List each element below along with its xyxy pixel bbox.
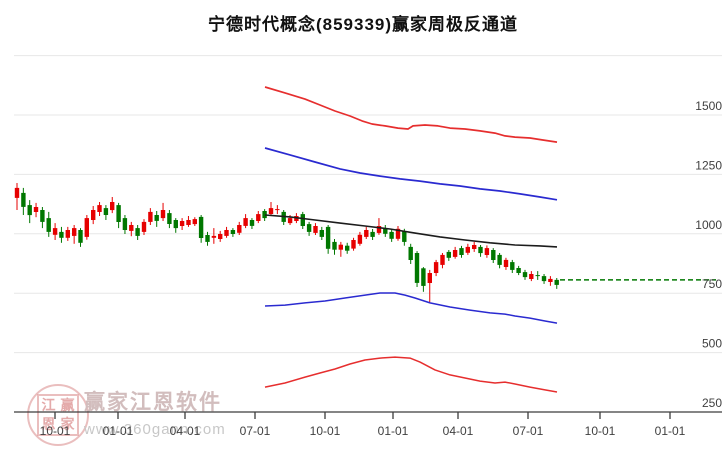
x-tick-label: 07-01: [240, 424, 271, 438]
x-tick-label: 01-01: [103, 424, 134, 438]
y-tick-label: 1500: [695, 99, 722, 113]
y-tick-label: 1000: [695, 218, 722, 232]
winner-gann-logo-characters: 江赢恩家: [37, 394, 79, 436]
channel-lines-layer: [264, 86, 716, 393]
candles-layer: [14, 183, 559, 302]
x-tick-label: 10-01: [40, 424, 71, 438]
y-tick-label: 750: [702, 277, 722, 291]
x-tick-label: 10-01: [585, 424, 616, 438]
x-tick-label: 10-01: [310, 424, 341, 438]
x-tick-label: 01-01: [378, 424, 409, 438]
x-tick-label: 07-01: [513, 424, 544, 438]
life-line-black: [264, 214, 558, 248]
upper-channel-inner-blue: [264, 147, 558, 201]
chart-title: 宁德时代概念(859339)赢家周极反通道: [207, 15, 519, 34]
x-axis-layer: 10-01 01-01 04-01 07-01 10-01 01-01 04-01 07-01…: [14, 411, 722, 438]
gridlines-layer: [14, 55, 722, 354]
upper-channel-outer-red: [264, 86, 558, 143]
y-axis-layer: 1500 1250 1000 750 500 250: [695, 99, 722, 410]
y-tick-label: 250: [702, 396, 722, 410]
y-tick-label: 500: [702, 337, 722, 351]
winner-gann-logo: 江赢恩家: [27, 384, 89, 446]
x-tick-label: 04-01: [443, 424, 474, 438]
lower-channel-inner-blue: [264, 292, 558, 324]
y-tick-label: 1250: [695, 158, 722, 172]
watermark-url: www.360gann.com: [84, 421, 226, 438]
x-tick-label: 01-01: [655, 424, 686, 438]
watermark-brand: 赢家江恩软件: [84, 391, 222, 414]
x-tick-label: 04-01: [170, 424, 201, 438]
lower-channel-outer-red: [264, 356, 558, 393]
